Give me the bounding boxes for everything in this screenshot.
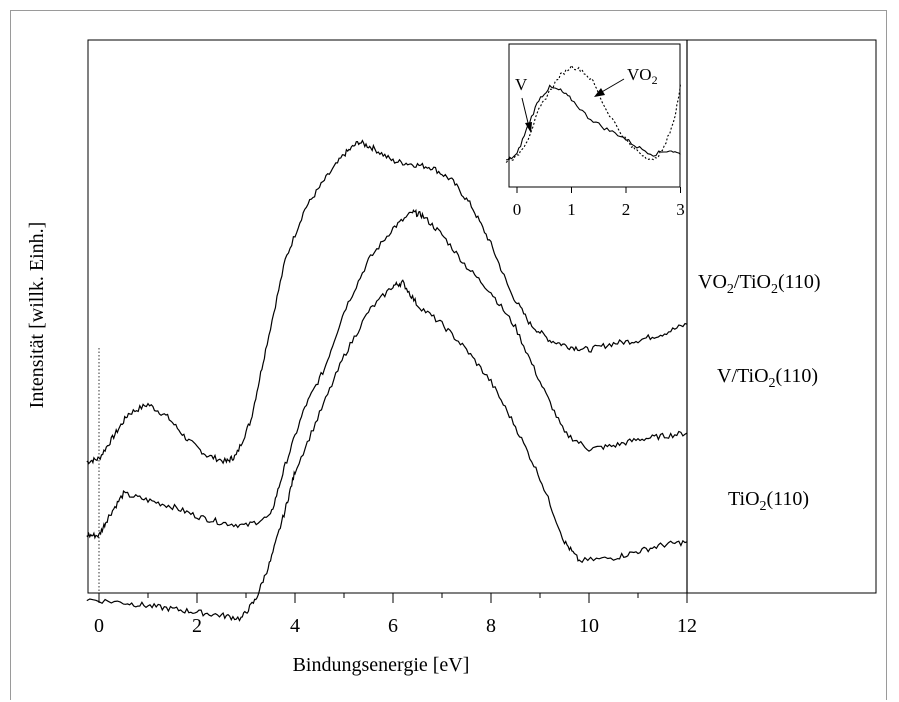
x-axis-label: Bindungsenergie [eV] bbox=[293, 654, 470, 676]
figure-frame bbox=[10, 10, 887, 700]
x-tick-label: 0 bbox=[94, 615, 104, 637]
inset-x-tick-label: 0 bbox=[513, 200, 522, 219]
x-tick-label: 12 bbox=[677, 615, 697, 637]
series-line-0 bbox=[86, 139, 688, 465]
y-axis-label: Intensität [willk. Einh.] bbox=[26, 222, 48, 409]
series-label-tio2: TiO2(110) bbox=[728, 488, 809, 514]
series-line-2 bbox=[86, 279, 688, 622]
inset-arrowhead-vo2 bbox=[594, 88, 605, 97]
inset-tick-group: 0 1 2 3 bbox=[513, 187, 685, 219]
series-label-vo2: VO2/TiO2(110) bbox=[698, 271, 821, 297]
inset-frame bbox=[508, 43, 681, 188]
series-line-1 bbox=[86, 208, 688, 540]
inset-x-tick-label: 3 bbox=[676, 200, 685, 219]
inset-annotation-v: V bbox=[515, 75, 528, 94]
x-tick-label: 4 bbox=[290, 615, 300, 637]
x-tick-label: 2 bbox=[192, 615, 202, 637]
inset-x-tick-label: 1 bbox=[567, 200, 576, 219]
x-tick-label: 8 bbox=[486, 615, 496, 637]
inset-arrowhead-v bbox=[525, 122, 532, 133]
inset-series-line-VO2 bbox=[505, 64, 682, 163]
x-tick-label: 10 bbox=[579, 615, 599, 637]
series-group bbox=[86, 139, 688, 622]
inset-arrow-v bbox=[521, 97, 530, 128]
inset-arrow-vo2 bbox=[599, 78, 625, 94]
plot-frame bbox=[87, 39, 877, 594]
x-tick-label: 6 bbox=[388, 615, 398, 637]
series-label-v: V/TiO2(110) bbox=[717, 365, 818, 391]
x-tick-group: 0 2 4 6 8 10 12 bbox=[94, 593, 697, 637]
inset-x-tick-label: 2 bbox=[622, 200, 631, 219]
inset-annotation-vo2: VO2 bbox=[627, 65, 658, 87]
